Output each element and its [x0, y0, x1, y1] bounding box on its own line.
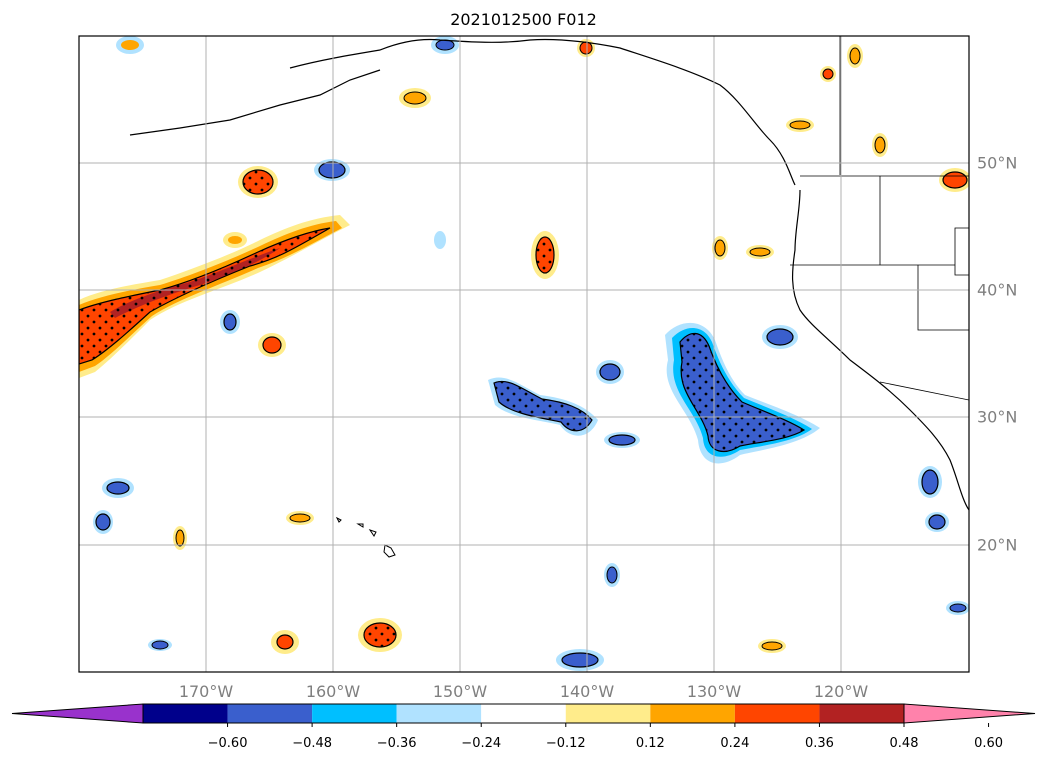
colorbar-outline [142, 703, 905, 724]
colorbar-bin [819, 704, 904, 723]
colorbar-tick-label: 0.12 [635, 736, 665, 751]
colorbar [11, 703, 1036, 727]
lon-label-120w: 120°W [813, 682, 869, 701]
graticule [79, 36, 969, 672]
colorbar-bin [227, 704, 313, 723]
colorbar-tick-label: 0.36 [804, 736, 834, 751]
colorbar-bin [143, 704, 228, 723]
lon-label-170w: 170°W [178, 682, 234, 701]
lat-label-50n: 50°N [977, 153, 1018, 173]
lon-label-160w: 160°W [305, 682, 361, 701]
colorbar-tick-label: 0.48 [889, 736, 919, 751]
colorbar-bin [565, 704, 651, 723]
colorbar-tick-label: −0.24 [461, 736, 502, 751]
lon-label-140w: 140°W [559, 682, 615, 701]
map-field [79, 36, 969, 671]
lon-label-130w: 130°W [686, 682, 742, 701]
small-anomaly-cells [93, 36, 969, 671]
colorbar-extend-high [903, 703, 1036, 724]
colorbar-tick-label: 0.24 [720, 736, 750, 751]
lat-label-30n: 30°N [977, 407, 1018, 427]
colorbar-bin [650, 704, 735, 723]
hawaii-islands [335, 516, 396, 558]
colorbar-tick-label: −0.12 [545, 736, 586, 751]
lon-label-150w: 150°W [432, 682, 488, 701]
colorbar-bin [312, 704, 397, 723]
colorbar-tick-label: −0.48 [292, 736, 333, 751]
lat-label-40n: 40°N [977, 280, 1018, 300]
colorbar-tick-label: −0.36 [376, 736, 417, 751]
political-borders [790, 36, 969, 401]
colorbar-bin [481, 704, 566, 723]
negative-anomaly-streak [488, 377, 598, 436]
map-title: 2021012500 F012 [450, 10, 597, 29]
lat-label-20n: 20°N [977, 535, 1018, 555]
negative-anomaly-region [665, 322, 820, 464]
positive-anomaly-band [79, 215, 350, 378]
colorbar-extend-low [11, 703, 144, 724]
colorbar-bin [396, 704, 482, 723]
colorbar-tick-label: −0.60 [207, 736, 248, 751]
colorbar-bin [734, 704, 820, 723]
coastlines [129, 38, 969, 511]
map-frame [78, 35, 970, 673]
colorbar-tick-label: 0.60 [974, 736, 1004, 751]
